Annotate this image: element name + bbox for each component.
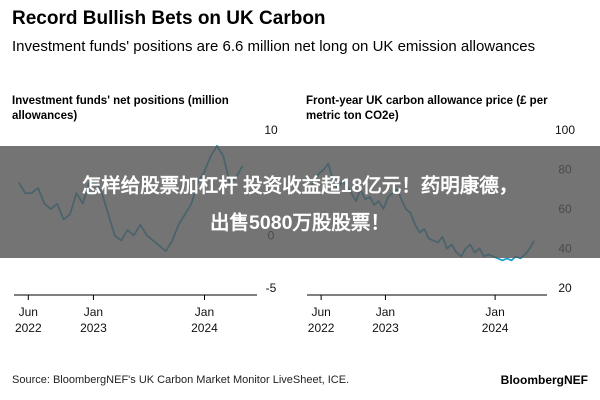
brand-logo: BloombergNEF (500, 373, 588, 387)
right-x-tick-label: 2022 (308, 321, 335, 335)
right-y-tick-label: 20 (558, 281, 572, 295)
left-x-tick-label: 2024 (191, 321, 218, 335)
chart-title: Record Bullish Bets on UK Carbon (12, 8, 326, 29)
overlay-banner: 怎样给股票加杠杆 投资收益超18亿元！药明康德， 出售5080万股股票！ (0, 146, 600, 258)
right-x-tick-label: 2023 (372, 321, 399, 335)
banner-line-2: 出售5080万股股票！ (210, 212, 390, 234)
left-x-tick-label: Jan (84, 305, 103, 319)
right-y-tick-label: 100 (555, 123, 575, 137)
left-x-tick-label: Jan (195, 305, 214, 319)
left-x-tick-label: 2022 (15, 321, 42, 335)
right-x-tick-label: 2024 (482, 321, 509, 335)
right-x-tick-label: Jan (376, 305, 395, 319)
left-y-tick-label: 10 (264, 123, 278, 137)
left-x-tick-label: Jun (19, 305, 38, 319)
banner-line-1: 怎样给股票加杠杆 投资收益超18亿元！药明康德， (81, 175, 519, 197)
right-x-tick-label: Jan (485, 305, 504, 319)
right-panel-title: Front-year UK carbon allowance price (£ … (306, 95, 548, 122)
chart-subtitle: Investment funds' positions are 6.6 mill… (12, 38, 536, 55)
left-x-tick-label: 2023 (80, 321, 107, 335)
left-y-tick-label: -5 (266, 281, 277, 295)
source-note: Source: BloombergNEF's UK Carbon Market … (12, 374, 350, 386)
left-panel-title: Investment funds' net positions (million… (12, 95, 229, 122)
right-x-tick-label: Jun (311, 305, 330, 319)
